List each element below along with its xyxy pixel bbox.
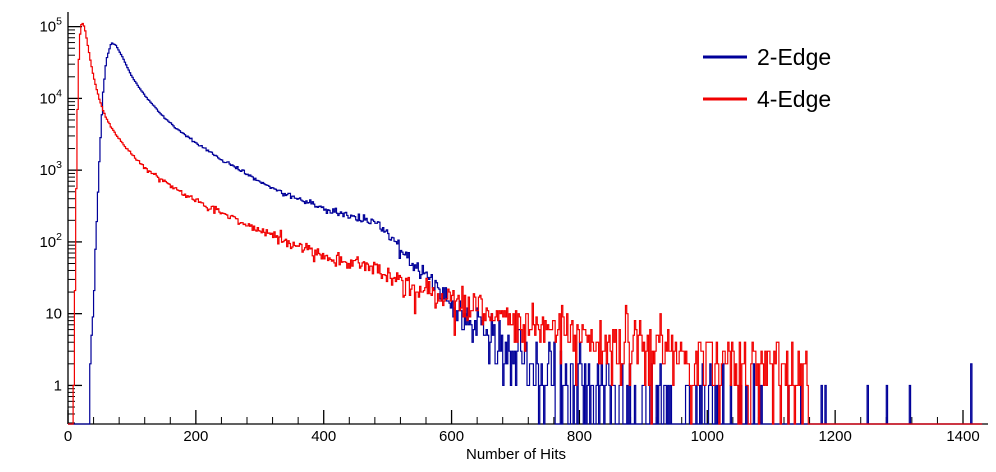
y-tick-label: 1 bbox=[54, 377, 62, 394]
x-tick-label: 0 bbox=[64, 428, 72, 445]
x-tick-label: 600 bbox=[439, 428, 464, 445]
y-tick-label: 105 bbox=[39, 16, 62, 36]
x-tick-label: 1200 bbox=[818, 428, 851, 445]
legend-label: 2-Edge bbox=[757, 44, 831, 70]
legend-label: 4-Edge bbox=[757, 86, 831, 112]
y-tick-label: 102 bbox=[39, 231, 62, 251]
series-4-edge-path bbox=[68, 22, 983, 425]
series-2-edge-path bbox=[68, 42, 983, 425]
axes: 0 200 400 600 800 1000 1200 1400 1 10 102 103 104 105… bbox=[39, 12, 988, 463]
y-tick-label: 10 bbox=[45, 306, 62, 323]
y-tick-label: 103 bbox=[39, 159, 62, 179]
x-tick-label: 400 bbox=[311, 428, 336, 445]
x-tick-label: 1000 bbox=[691, 428, 724, 445]
y-tick-label: 104 bbox=[39, 87, 62, 107]
x-tick-label: 1400 bbox=[946, 428, 979, 445]
x-axis-title: Number of Hits bbox=[466, 446, 566, 463]
x-tick-label: 800 bbox=[567, 428, 592, 445]
x-tick-label: 200 bbox=[183, 428, 208, 445]
legend: 2-Edge 4-Edge bbox=[703, 44, 831, 112]
